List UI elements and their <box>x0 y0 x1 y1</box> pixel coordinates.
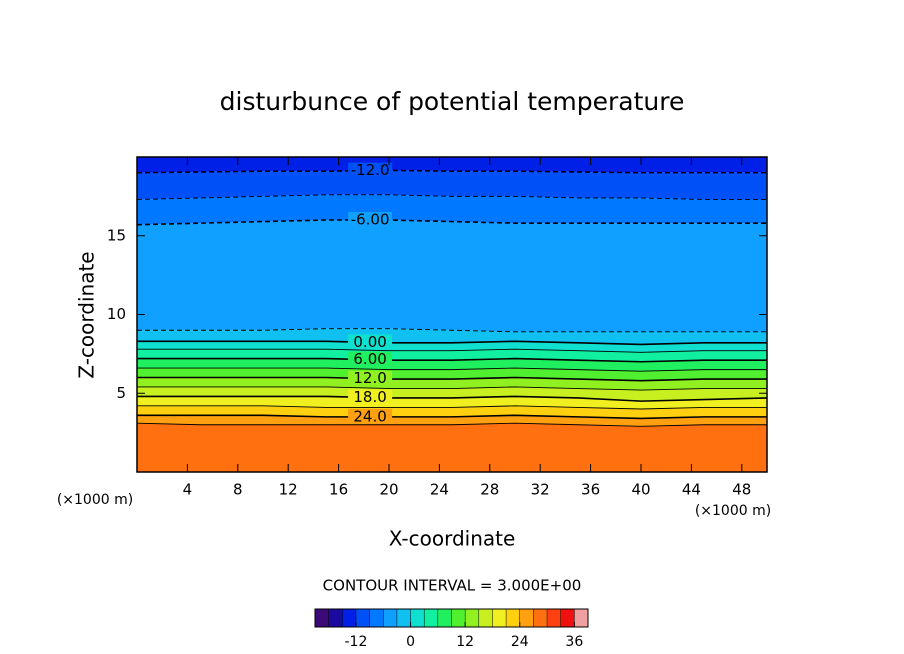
contour-band <box>137 386 767 402</box>
contour-line <box>137 367 767 372</box>
contour-band <box>137 423 767 472</box>
contour-label-bg <box>348 212 393 228</box>
contour-label-bg <box>348 351 393 368</box>
contour-line <box>137 357 767 363</box>
colorbar-cell <box>410 609 425 627</box>
colorbar-cell <box>383 609 398 627</box>
contour-label: 18.0 <box>353 388 386 406</box>
x-tick-label: 28 <box>480 481 499 499</box>
contour-label: 12.0 <box>353 369 386 387</box>
colorbar-cell <box>437 609 452 627</box>
colorbar-tick-label: -12 <box>345 634 368 650</box>
contour-line <box>137 328 767 333</box>
x-tick-label: 8 <box>233 481 243 499</box>
y-tick-label: 10 <box>107 305 126 323</box>
contour-line <box>137 386 767 391</box>
colorbar-cell <box>519 609 534 627</box>
colorbar-cell <box>574 609 589 627</box>
x-unit-label: (×1000 m) <box>57 492 133 508</box>
chart-title: disturbunce of potential temperature <box>220 87 685 116</box>
y-tick-label: 15 <box>107 226 126 244</box>
contour-band <box>137 220 767 332</box>
colorbar-cell <box>342 609 357 627</box>
colorbar-cell <box>547 609 561 627</box>
contour-line <box>137 376 767 382</box>
contour-band <box>137 396 767 409</box>
colorbar-cell <box>478 609 493 627</box>
x-tick-label: 36 <box>581 481 600 499</box>
x-axis-label: X-coordinate <box>389 527 516 551</box>
contour-band <box>137 194 767 225</box>
x-tick-label: 4 <box>183 481 193 499</box>
x-tick-label: 40 <box>631 481 650 499</box>
x-tick-label: 24 <box>430 481 449 499</box>
contour-line <box>137 395 768 402</box>
contour-line <box>137 340 767 346</box>
contour-label-bg <box>348 389 393 406</box>
colorbar-tick-label: 0 <box>406 634 415 650</box>
x-tick-label: 16 <box>329 481 348 499</box>
y-tick-label: 5 <box>116 384 126 402</box>
contour-label-bg <box>348 162 393 179</box>
colorbar-tick-label: 12 <box>456 634 474 650</box>
contour-label-bg <box>348 370 393 387</box>
contour-band <box>137 157 767 173</box>
colorbar-tick-label: 36 <box>565 634 583 650</box>
colorbar-cell <box>424 609 439 627</box>
colorbar-cell <box>533 609 548 627</box>
x-tick-label: 12 <box>279 481 298 499</box>
contour-label: -6.00 <box>351 211 390 229</box>
contour-label: -12.0 <box>351 161 390 179</box>
contour-interval: CONTOUR INTERVAL = 3.000E+00 <box>323 577 582 595</box>
y-axis-label: Z-coordinate <box>75 251 99 378</box>
colorbar-frame <box>314 608 589 628</box>
colorbar-cell <box>396 609 411 627</box>
colorbar-cell <box>315 609 329 627</box>
contour-label-bg <box>348 408 393 425</box>
colorbar-cell <box>492 609 507 627</box>
colorbar-cell <box>369 609 384 627</box>
contour-line <box>137 414 767 420</box>
x-tick-label: 48 <box>732 481 751 499</box>
contour-line <box>136 422 767 427</box>
contour-line <box>137 348 767 353</box>
contour-line <box>137 405 767 410</box>
contour-label: 0.00 <box>353 333 386 351</box>
contour-line <box>136 219 767 226</box>
contour-line <box>136 194 767 200</box>
colorbar-cell <box>506 609 521 627</box>
colorbar-cell <box>355 609 370 627</box>
x-tick-label: 44 <box>682 481 701 499</box>
colorbar-cell <box>465 609 480 627</box>
colorbar-cell <box>451 609 466 627</box>
contour-label: 6.00 <box>353 350 386 368</box>
x-unit-label: (×1000 m) <box>695 503 771 519</box>
contour-label: 24.0 <box>353 407 386 425</box>
x-tick-label: 20 <box>379 481 398 499</box>
contour-label-bg <box>348 334 393 351</box>
colorbar-cell <box>560 609 575 627</box>
contour-line <box>136 169 767 174</box>
contour-band <box>137 170 767 200</box>
colorbar-cell <box>328 609 343 627</box>
colorbar-tick-label: 24 <box>511 634 529 650</box>
x-tick-label: 32 <box>531 481 550 499</box>
